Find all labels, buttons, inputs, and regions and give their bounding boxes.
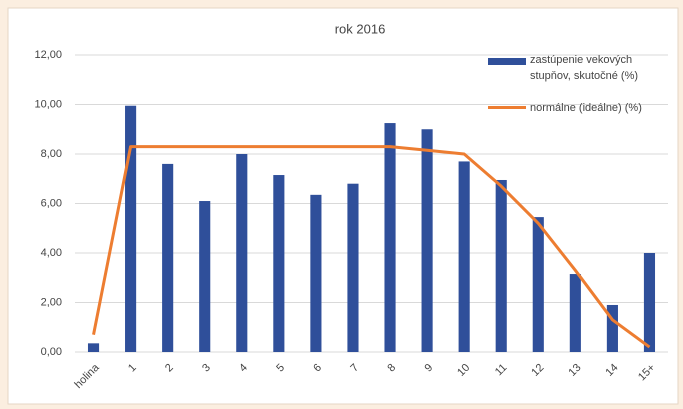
bar: [643, 253, 656, 352]
bar: [458, 161, 470, 352]
bar: [310, 194, 322, 352]
bar: [347, 183, 359, 352]
y-tick-label: 2,00: [41, 296, 62, 308]
bar: [273, 175, 285, 352]
bar: [199, 201, 211, 352]
bar: [495, 179, 507, 352]
legend-item: normálne (ideálne) (%): [488, 100, 673, 116]
legend-label: zastúpenie vekových stupňov, skutočné (%…: [530, 54, 639, 82]
y-tick-label: 8,00: [41, 148, 62, 160]
y-tick-label: 10,00: [34, 98, 62, 110]
bar: [125, 105, 137, 352]
legend-item: zastúpenie vekových stupňov, skutočné (%…: [488, 52, 673, 84]
bar: [606, 304, 618, 352]
y-tick-label: 0,00: [41, 346, 62, 358]
bar: [569, 274, 581, 352]
line: [92, 145, 651, 349]
bar: [421, 129, 433, 352]
bar: [236, 154, 248, 352]
legend-swatch: [488, 58, 526, 65]
bar: [87, 343, 100, 352]
legend-label: normálne (ideálne) (%): [530, 102, 642, 114]
chart-title: rok 2016: [335, 21, 386, 36]
y-tick-label: 12,00: [34, 49, 62, 61]
legend-swatch: [488, 106, 526, 109]
y-tick-label: 6,00: [41, 197, 62, 209]
y-tick-label: 4,00: [41, 247, 62, 259]
bar: [384, 123, 396, 352]
bar: [532, 217, 544, 352]
bar: [162, 163, 174, 352]
